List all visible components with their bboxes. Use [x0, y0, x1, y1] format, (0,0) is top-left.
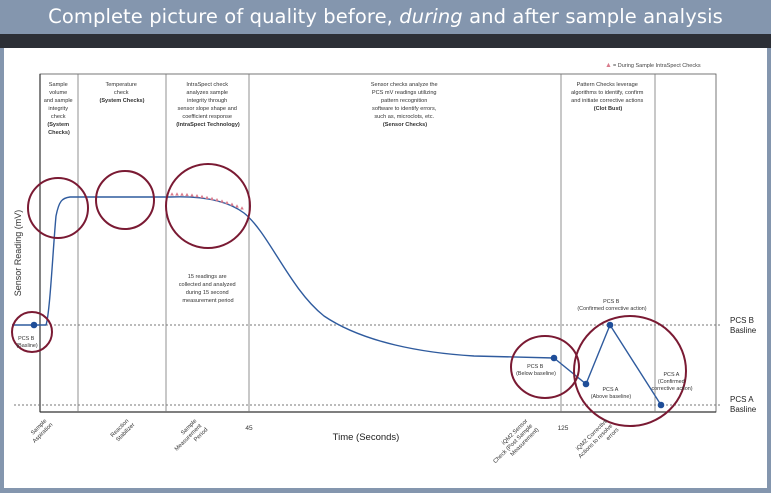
highlight-circles	[11, 163, 687, 427]
tick-label-45: 45	[245, 425, 253, 432]
phase-3-text: IntraSpect check analyzes sample integri…	[176, 82, 240, 128]
pcs-b-confirmed-label: PCS B (Confirmed corrective action)	[577, 299, 646, 312]
pcs-b-below-label: PCS B (Below baseline)	[516, 364, 556, 377]
intraspect-marker-icon	[175, 192, 179, 196]
title-text-1: Complete picture of quality before,	[48, 5, 393, 28]
data-points	[30, 321, 665, 409]
pcs-a-above-point	[582, 380, 590, 388]
pcs-b-start-label: PCS B (Basline)	[16, 336, 37, 349]
intraspect-marker-icon	[200, 194, 204, 199]
phase-dividers	[77, 74, 656, 412]
intraspect-marker-icon	[235, 204, 239, 208]
readings-note: 15 readings are collected and analyzed d…	[179, 274, 237, 304]
y-axis-label: Sensor Reading (mV)	[13, 210, 23, 297]
title-text-3: and after sample analysis	[469, 5, 723, 28]
diagram-panel: ▲ = During Sample IntraSpect Checks	[4, 48, 767, 488]
baseline-labels: PCS B Basline PCS A Basline	[730, 316, 757, 414]
pcs-a-baseline-label-2: Basline	[730, 405, 757, 414]
title-divider-strip	[0, 34, 771, 48]
intraspect-marker-icon	[180, 192, 184, 196]
slide-title: Complete picture of quality before, duri…	[0, 0, 771, 34]
pcs-b-confirmed-point	[606, 321, 614, 329]
sensor-reading-curve	[12, 196, 662, 406]
highlight-circle-corrective	[573, 315, 687, 427]
pcs-a-confirmed-label: PCS A (Confirmed corrective action)	[651, 372, 692, 392]
intraspect-marker-icon	[190, 193, 194, 197]
event-label-sensor-check: iQM2 Sensor Check (Post Sample Measureme…	[488, 417, 541, 470]
pcs-b-below-point	[550, 354, 558, 362]
plot-border	[39, 73, 717, 413]
highlight-circle-aspiration	[27, 177, 89, 239]
highlight-circle-intraspect	[165, 163, 251, 249]
intraspect-marker-icon	[220, 199, 224, 203]
intraspect-marker-icon	[215, 197, 219, 202]
intraspect-markers	[170, 192, 244, 210]
intraspect-marker-icon	[225, 200, 229, 205]
tick-label-125: 125	[558, 425, 569, 432]
event-label-corrective: iQM2 Corrective Actions to resolve error…	[573, 417, 621, 465]
legend-marker-icon: ▲	[605, 62, 612, 69]
pcs-a-confirmed-point	[657, 401, 665, 409]
pcs-b-start-point	[30, 321, 38, 329]
phase-5-text: Pattern Checks leverage algorithms to id…	[571, 82, 645, 112]
legend-label: = During Sample IntraSpect Checks	[613, 63, 701, 69]
phase-descriptions: Sample volume and sample integrity check…	[44, 82, 645, 136]
baselines	[14, 324, 720, 406]
intraspect-marker-icon	[210, 196, 214, 201]
phase-4-text: Sensor checks analyze the PCS mV reading…	[371, 82, 439, 128]
event-label-stabilizer: Reaction Stabilizer	[110, 417, 137, 444]
pcs-b-baseline-label-1: PCS B	[730, 316, 754, 325]
legend: ▲ = During Sample IntraSpect Checks	[605, 62, 701, 69]
event-label-measurement: Sample Measurement Period	[169, 417, 209, 457]
highlight-circle-baseline	[11, 311, 53, 353]
intraspect-marker-icon	[170, 192, 174, 196]
quality-timeline-diagram: ▲ = During Sample IntraSpect Checks	[11, 62, 757, 470]
pcs-b-baseline-label-2: Basline	[730, 326, 757, 335]
x-axis-label: Time (Seconds)	[333, 432, 400, 443]
intraspect-marker-icon	[205, 195, 209, 199]
intraspect-marker-icon	[240, 206, 244, 210]
highlight-circle-temperature	[95, 170, 155, 230]
point-labels: PCS B (Basline) PCS B (Below baseline) P…	[16, 299, 692, 400]
chart-frame	[39, 73, 717, 413]
intraspect-marker-icon	[195, 193, 199, 198]
pcs-a-baseline-label-1: PCS A	[730, 395, 754, 404]
phase-1-text: Sample volume and sample integrity check…	[44, 82, 74, 136]
x-event-labels: Sample Aspiration Reaction Stabilizer Sa…	[27, 417, 621, 470]
title-text-2: during	[399, 5, 463, 28]
phase-2-text: Temperature check (System Checks)	[99, 82, 144, 104]
event-label-aspiration: Sample Aspiration	[27, 417, 54, 444]
intraspect-marker-icon	[185, 192, 189, 197]
highlight-circle-sensor-check	[510, 335, 580, 399]
intraspect-marker-icon	[230, 202, 234, 206]
pcs-a-above-label: PCS A (Above baseline)	[591, 387, 632, 400]
